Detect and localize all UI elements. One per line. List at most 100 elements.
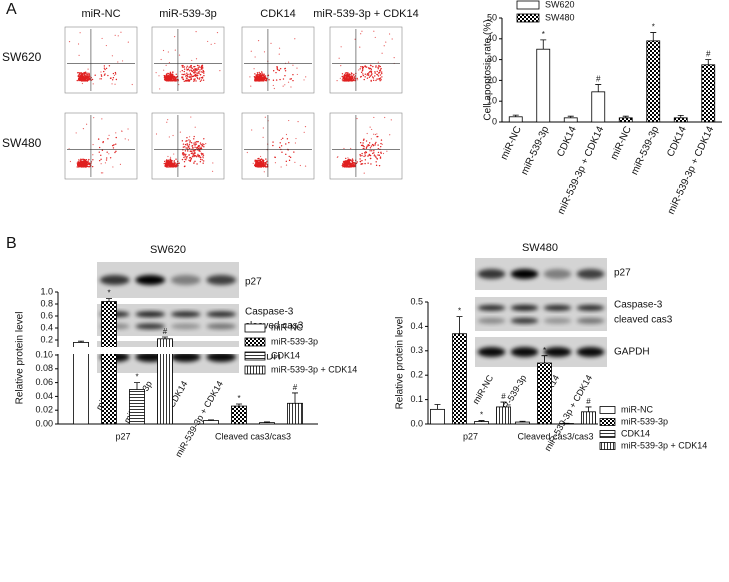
flow-dot: [198, 69, 199, 70]
flow-dot: [115, 132, 116, 133]
flow-dot: [258, 40, 259, 41]
flow-dot: [303, 79, 304, 80]
error-bar: [595, 85, 601, 92]
legend-swatch: [600, 419, 615, 426]
flow-dot: [263, 76, 264, 77]
panel-label: B: [6, 235, 17, 252]
blot-band: [478, 347, 506, 357]
flow-dot: [366, 74, 367, 75]
flow-dot: [99, 160, 100, 161]
flow-dot: [170, 80, 171, 81]
flow-dot: [277, 68, 278, 69]
flow-dot: [289, 160, 290, 161]
flow-dot: [188, 154, 189, 155]
flow-dot: [122, 60, 123, 61]
flow-dot: [346, 162, 347, 163]
panel-label: A: [6, 1, 17, 18]
flow-dot: [125, 138, 126, 139]
flow-dot: [107, 138, 108, 139]
flow-dot: [251, 51, 252, 52]
flow-dot: [258, 76, 259, 77]
column-label: miR-539-3p: [159, 8, 216, 20]
flow-dot: [265, 158, 266, 159]
flow-dot: [180, 71, 181, 72]
flow-dot: [174, 160, 175, 161]
x-tick-label: Cleaved cas3/cas3: [517, 431, 593, 441]
flow-dot: [378, 68, 379, 69]
flow-dot: [82, 165, 83, 166]
flow-dot: [342, 76, 343, 77]
flow-dot: [353, 165, 354, 166]
flow-dot: [199, 66, 200, 67]
flow-dot: [188, 160, 189, 161]
flow-dot: [356, 118, 357, 119]
flow-dot: [340, 78, 341, 79]
flow-dot: [182, 66, 183, 67]
flow-dot: [78, 55, 79, 56]
flow-dot: [295, 142, 296, 143]
flow-dot: [361, 72, 362, 73]
flow-plot: [65, 27, 137, 93]
blot-band: [135, 275, 165, 285]
flow-dot: [293, 151, 294, 152]
flow-dot: [392, 38, 393, 39]
flow-dot: [196, 58, 197, 59]
flow-dot: [190, 79, 191, 80]
flow-dot: [194, 79, 195, 80]
flow-dot: [263, 137, 264, 138]
y-tick-label: 0.6: [40, 310, 53, 320]
bar: [102, 302, 117, 424]
flow-dot: [84, 164, 85, 165]
flow-dot: [346, 76, 347, 77]
flow-dot: [200, 161, 201, 162]
flow-dot: [285, 143, 286, 144]
flow-dot: [197, 141, 198, 142]
flow-dot: [128, 42, 129, 43]
flow-dot: [380, 151, 381, 152]
flow-dot: [357, 78, 358, 79]
flow-dot: [171, 162, 172, 163]
bar: [130, 390, 145, 425]
flow-dot: [273, 85, 274, 86]
flow-dot: [279, 147, 280, 148]
flow-dot: [198, 67, 199, 68]
y-tick-label: 0.06: [35, 377, 53, 387]
flow-dot: [348, 77, 349, 78]
flow-dot: [265, 163, 266, 164]
flow-dot: [372, 144, 373, 145]
flow-dot: [283, 78, 284, 79]
error-bar: [457, 317, 463, 334]
significance-marker: #: [293, 383, 298, 392]
flow-dot: [364, 66, 365, 67]
flow-dot: [170, 79, 171, 80]
flow-dot: [362, 145, 363, 146]
flow-dot: [361, 31, 362, 32]
flow-dot: [92, 159, 93, 160]
flow-dot: [176, 165, 177, 166]
y-tick-label: 0.02: [35, 405, 53, 415]
flow-dot: [78, 80, 79, 81]
legend-label: SW620: [545, 0, 575, 9]
flow-dot: [377, 154, 378, 155]
flow-dot: [259, 80, 260, 81]
flow-dot: [374, 154, 375, 155]
flow-dot: [380, 68, 381, 69]
row-label: SW620: [2, 50, 42, 64]
flow-dot: [376, 133, 377, 134]
flow-dot: [170, 157, 171, 158]
flow-dot: [348, 159, 349, 160]
flow-dot: [383, 153, 384, 154]
flow-dot: [284, 84, 285, 85]
flow-dot: [371, 150, 372, 151]
flow-dot: [263, 74, 264, 75]
blot-strip: [97, 304, 239, 336]
blot-strip: [475, 297, 607, 331]
flow-dot: [164, 163, 165, 164]
flow-dot: [112, 79, 113, 80]
y-tick-label: 0.2: [410, 370, 423, 380]
flow-dot: [184, 74, 185, 75]
flow-dot: [358, 69, 359, 70]
flow-dot: [83, 162, 84, 163]
significance-marker: #: [163, 327, 168, 336]
